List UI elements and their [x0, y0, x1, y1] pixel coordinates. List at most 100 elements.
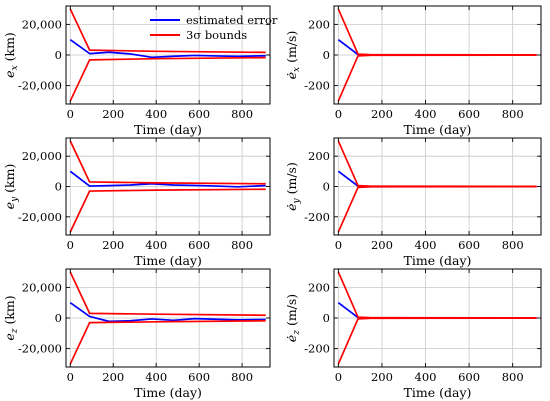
panel-3: 0 200 400 600 800 -20,000 0 20,000 Time (day) ey … [2, 137, 271, 268]
y-tick-label: 20,000 [22, 149, 62, 163]
estimated-error-line [69, 39, 266, 59]
x-tick-label: 400 [145, 370, 167, 384]
y-axis-subscript: z [10, 328, 20, 334]
x-tick-label: 0 [335, 238, 342, 252]
x-axis-label: Time (day) [404, 122, 472, 137]
lower-3sigma-bound-line [69, 56, 266, 102]
x-tick-label: 800 [502, 238, 524, 252]
y-tick-label: 0 [323, 311, 330, 325]
y-axis-unit: (km) [2, 164, 17, 197]
estimated-error-line [337, 39, 537, 56]
x-tick-label: 400 [415, 238, 437, 252]
x-tick-label: 600 [458, 107, 480, 121]
x-tick-label: 800 [231, 238, 253, 252]
y-axis-label: ėx (m/s) [284, 31, 302, 80]
y-axis-label: ez (km) [2, 295, 20, 340]
x-tick-label: 200 [371, 370, 393, 384]
y-axis-unit: (km) [2, 295, 17, 328]
x-axis-label: Time (day) [134, 122, 202, 137]
upper-3sigma-bound-line [337, 140, 537, 188]
upper-3sigma-bound-line [337, 271, 537, 319]
x-axis-label: Time (day) [134, 385, 202, 400]
y-axis-label: ėz (m/s) [284, 294, 302, 342]
lower-3sigma-bound-line [69, 319, 266, 365]
x-tick-label: 400 [145, 238, 167, 252]
y-tick-label: 200 [308, 149, 330, 163]
x-tick-label: 400 [145, 107, 167, 121]
estimated-error-line [337, 302, 537, 319]
y-tick-label: -200 [304, 210, 330, 224]
panel-6: 0 200 400 600 800 -200 0 200 Time (day) ėz (m/s) [284, 268, 542, 400]
y-axis-unit: (m/s) [284, 31, 299, 67]
x-tick-label: 800 [231, 107, 253, 121]
legend-label: 3σ bounds [186, 28, 247, 42]
x-tick-label: 600 [188, 238, 210, 252]
estimated-error-line [69, 301, 266, 323]
y-axis-symbol: ė [284, 335, 299, 342]
y-tick-label: 200 [308, 17, 330, 31]
y-axis-unit: (km) [2, 32, 17, 65]
panel-5: 0 200 400 600 800 -20,000 0 20,000 Time (day) ez … [2, 268, 271, 400]
legend-label: estimated error [186, 13, 278, 27]
x-tick-label: 0 [335, 370, 342, 384]
x-tick-label: 800 [231, 370, 253, 384]
x-tick-label: 600 [458, 370, 480, 384]
x-tick-label: 0 [67, 238, 74, 252]
estimated-error-line [337, 170, 537, 188]
y-tick-label: 200 [308, 280, 330, 294]
x-tick-label: 400 [415, 107, 437, 121]
lower-3sigma-bound-line [337, 185, 537, 233]
x-tick-label: 0 [335, 107, 342, 121]
lower-3sigma-bound-line [69, 188, 266, 233]
y-tick-label: -20,000 [18, 79, 62, 93]
y-axis-subscript: y [292, 197, 302, 204]
y-axis-subscript: x [292, 67, 302, 72]
x-tick-label: 200 [102, 238, 124, 252]
y-axis-symbol: ė [284, 72, 299, 79]
y-axis-unit: (m/s) [284, 294, 299, 330]
x-tick-label: 400 [415, 370, 437, 384]
x-tick-label: 200 [371, 107, 393, 121]
estimated-error-line [69, 170, 266, 188]
lower-3sigma-bound-line [337, 317, 537, 365]
panel-1: 0 200 400 600 800 -20,000 0 20,000 Time (day) ex … [2, 5, 278, 137]
panel-2: 0 200 400 600 800 -200 0 200 Time (day) ėx (m/s) [284, 5, 542, 137]
y-tick-label: 0 [55, 48, 62, 62]
upper-3sigma-bound-line [69, 271, 266, 317]
y-tick-label: 20,000 [22, 280, 62, 294]
x-tick-label: 0 [67, 370, 74, 384]
y-tick-label: 0 [323, 180, 330, 194]
lower-3sigma-bound-line [337, 54, 537, 102]
y-tick-label: -200 [304, 79, 330, 93]
y-tick-label: 0 [55, 180, 62, 194]
y-axis-symbol: ė [284, 203, 299, 210]
y-axis-symbol: e [2, 333, 17, 340]
x-tick-label: 0 [67, 107, 74, 121]
x-tick-label: 600 [188, 107, 210, 121]
x-tick-label: 200 [371, 238, 393, 252]
y-axis-symbol: e [2, 70, 17, 77]
y-axis-label: ey (km) [2, 164, 20, 210]
y-tick-label: 0 [323, 48, 330, 62]
y-tick-label: 0 [55, 311, 62, 325]
y-axis-subscript: x [10, 65, 20, 70]
x-tick-label: 200 [102, 370, 124, 384]
y-axis-unit: (m/s) [284, 162, 299, 198]
y-tick-label: -20,000 [18, 342, 62, 356]
x-tick-label: 800 [502, 107, 524, 121]
y-axis-label: ex (km) [2, 32, 20, 78]
y-axis-label: ėy (m/s) [284, 162, 302, 211]
x-axis-label: Time (day) [134, 253, 202, 268]
y-axis-subscript: y [10, 196, 20, 203]
upper-3sigma-bound-line [69, 8, 266, 54]
x-axis-label: Time (day) [404, 385, 472, 400]
y-axis-subscript: z [292, 330, 302, 336]
y-tick-label: -200 [304, 342, 330, 356]
x-tick-label: 800 [502, 370, 524, 384]
x-tick-label: 600 [188, 370, 210, 384]
panel-4: 0 200 400 600 800 -200 0 200 Time (day) ėy (m/s) [284, 137, 542, 268]
upper-3sigma-bound-line [337, 8, 537, 56]
y-tick-label: -20,000 [18, 210, 62, 224]
